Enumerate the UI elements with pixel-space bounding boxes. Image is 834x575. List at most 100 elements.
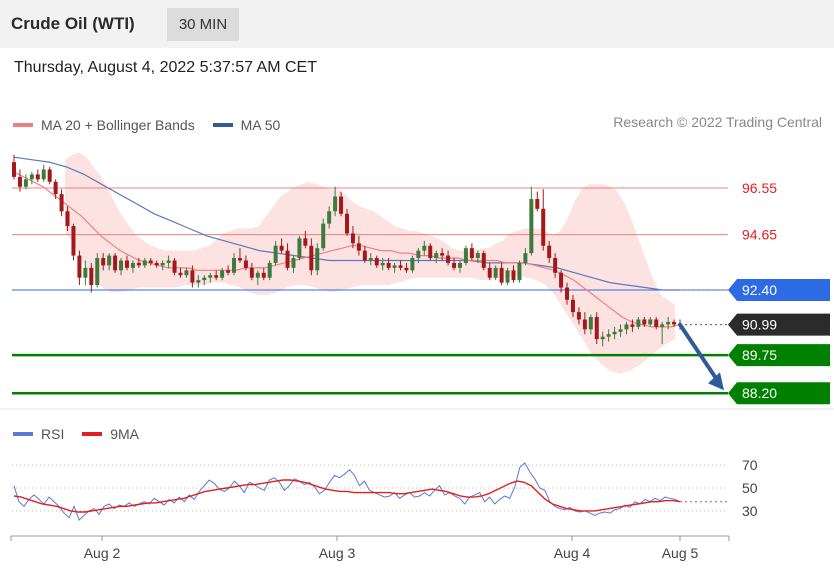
- candle: [493, 265, 498, 281]
- candle: [570, 294, 575, 318]
- candle: [273, 240, 278, 266]
- candle-body: [570, 299, 575, 313]
- level-tag-label: 92.40: [742, 282, 777, 298]
- level-tag-pivot: 92.40: [728, 278, 830, 301]
- candle: [362, 245, 367, 263]
- candle-body: [107, 255, 112, 266]
- candle-body: [440, 253, 445, 256]
- candle: [398, 260, 403, 271]
- candle-body: [469, 248, 474, 259]
- candle: [202, 275, 207, 286]
- level-tag-box: [728, 344, 830, 367]
- candle: [35, 169, 40, 182]
- candle: [517, 260, 522, 283]
- candle: [232, 253, 237, 276]
- candle: [547, 240, 552, 263]
- candle-body: [190, 270, 195, 283]
- candle-body: [237, 258, 242, 261]
- candle: [333, 186, 338, 217]
- candle-body: [65, 211, 70, 227]
- candle-body: [493, 267, 498, 278]
- candle: [582, 312, 587, 335]
- candle-body: [666, 321, 671, 325]
- candle-body: [368, 258, 373, 261]
- candle-body: [243, 260, 248, 268]
- level-tag-box: [728, 313, 830, 336]
- candle-body: [618, 329, 623, 332]
- candle: [267, 260, 272, 281]
- timeframe-button[interactable]: 30 MIN: [167, 8, 239, 41]
- candle-body: [428, 245, 433, 259]
- candle-body: [463, 248, 468, 263]
- candle-body: [499, 267, 504, 283]
- candle: [565, 282, 570, 305]
- candle: [481, 250, 486, 271]
- candle: [214, 270, 219, 281]
- candle-body: [457, 262, 462, 268]
- x-axis-tick-label: Aug 5: [662, 545, 699, 561]
- price-legend: MA 20 + Bollinger Bands MA 50: [13, 114, 294, 133]
- rsi-ma-swatch: [82, 432, 103, 436]
- candle: [523, 248, 528, 266]
- candle-body: [559, 272, 564, 288]
- candle: [618, 324, 623, 337]
- candle-body: [487, 267, 492, 278]
- candle: [612, 326, 617, 340]
- candle: [576, 307, 581, 325]
- candle-body: [261, 272, 266, 278]
- candle: [124, 255, 129, 271]
- forecast-arrow-head: [708, 372, 724, 391]
- rsi-tick-label: 50: [742, 480, 758, 496]
- level-tag-support: 88.20: [728, 382, 830, 405]
- candle: [130, 260, 135, 273]
- level-label-resistance: 96.55: [742, 180, 777, 196]
- candle: [374, 255, 379, 268]
- candle-body: [630, 324, 635, 327]
- candle: [226, 265, 231, 276]
- candle: [172, 258, 177, 276]
- candle: [428, 243, 433, 261]
- candle: [648, 317, 653, 327]
- candle-body: [232, 258, 237, 273]
- candle-body: [576, 312, 581, 320]
- x-axis-tick-label: Aug 3: [319, 545, 356, 561]
- candle-body: [71, 226, 76, 256]
- candle: [65, 206, 70, 231]
- candle-body: [535, 199, 540, 209]
- candle-body: [77, 255, 82, 278]
- candle: [89, 262, 94, 293]
- candle: [368, 253, 373, 266]
- candle: [499, 262, 504, 286]
- candle: [410, 255, 415, 273]
- candle-body: [136, 262, 141, 266]
- legend-ma50-label: MA 50: [240, 117, 281, 133]
- candle: [285, 243, 290, 271]
- candle-body: [53, 181, 58, 195]
- candle: [77, 250, 82, 286]
- candle-body: [226, 270, 231, 273]
- candle: [303, 230, 308, 249]
- candle-body: [35, 174, 40, 180]
- candle-body: [249, 267, 254, 278]
- candle-body: [315, 248, 320, 271]
- candle: [154, 260, 159, 268]
- rsi-tick-label: 30: [742, 503, 758, 519]
- candle-body: [416, 250, 421, 259]
- forecast-arrow-shaft: [678, 322, 720, 384]
- candle: [327, 206, 332, 229]
- candle: [404, 262, 409, 273]
- candle: [339, 191, 344, 217]
- candle: [356, 235, 361, 256]
- candle: [220, 267, 225, 281]
- candle-body: [606, 334, 611, 337]
- candle-body: [350, 233, 355, 244]
- candle: [588, 314, 593, 335]
- candle: [529, 186, 534, 256]
- candle-body: [41, 169, 46, 180]
- candle-body: [119, 260, 124, 271]
- candle-body: [541, 208, 546, 246]
- candle: [315, 243, 320, 276]
- candle: [261, 267, 266, 281]
- candle-body: [380, 262, 385, 266]
